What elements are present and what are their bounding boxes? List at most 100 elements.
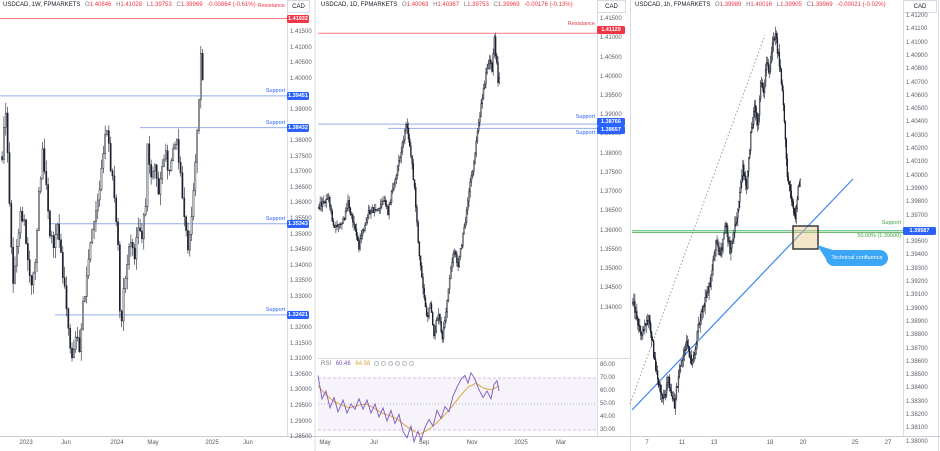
candle-body [464, 222, 467, 228]
price-tick-label: 1.40200 [906, 146, 928, 152]
candle-body [702, 306, 704, 313]
high-value: 1.40367 [437, 2, 460, 8]
candle-body [126, 264, 129, 279]
close-value: 1.39969 [810, 2, 833, 8]
candle-body [183, 197, 186, 217]
candle-body [318, 206, 320, 209]
candle-body [416, 206, 418, 223]
price-level-badge: 1.38657 [597, 125, 625, 134]
rsi-indicator-header[interactable]: RSI 60.46 64.58 [321, 361, 415, 368]
candle-body [157, 177, 160, 195]
rsi-label: RSI [321, 361, 332, 368]
resistance-label: Resistance [257, 3, 285, 9]
candle-body [656, 369, 658, 372]
candle-body [365, 222, 367, 226]
confluence-highlight-box[interactable] [792, 225, 819, 250]
rsi-dot-icon [402, 361, 408, 366]
candle-body [704, 297, 706, 307]
candle-body [490, 59, 492, 64]
candle-body [712, 259, 714, 271]
price-tick-label: 1.32000 [290, 325, 312, 331]
candle-body [787, 176, 789, 182]
time-tick-label: May [147, 440, 159, 446]
candle-body [428, 307, 430, 318]
candle-body [400, 151, 402, 158]
support-label: Support [575, 130, 595, 136]
candle-body [91, 229, 94, 243]
candle-body [117, 221, 119, 245]
candle-body [338, 223, 341, 225]
candle-body [87, 258, 90, 277]
support-label: Support [265, 88, 285, 94]
candle-body [394, 179, 396, 185]
candle-body [644, 323, 646, 331]
rsi-ma-value: 64.58 [355, 361, 371, 368]
candle-body [395, 175, 398, 181]
candle-body [707, 291, 709, 294]
price-tick-label: 1.36000 [290, 200, 312, 207]
candle-body [333, 224, 336, 228]
price-scale-weekly[interactable]: CAD 1.41500 1.41000 1.40500 1.40000 1.39000 1… [287, 0, 313, 451]
candle-body [67, 308, 70, 329]
price-scale-hourly[interactable]: CAD 1.41200 1.41100 1.41000 1.40900 1.40800 1… [903, 0, 940, 451]
trendline-dotted[interactable] [629, 34, 766, 405]
candle-body [645, 323, 647, 326]
candle-body [775, 33, 778, 39]
price-tick-label: 1.40400 [906, 119, 928, 126]
candle-body [181, 172, 184, 199]
candle-body [756, 117, 759, 126]
candle-body [484, 83, 486, 89]
candle-body [726, 223, 728, 234]
candle-body [124, 278, 127, 289]
candle-body [172, 147, 175, 161]
candle-body [469, 181, 471, 193]
candle-body [104, 134, 106, 154]
candle-body [61, 252, 64, 278]
price-tick-label: 1.29500 [290, 402, 312, 409]
price-tick-label: 1.39400 [906, 252, 928, 259]
candle-body [435, 320, 438, 332]
candle-body [477, 121, 480, 132]
candle-body [388, 204, 390, 215]
price-tick-label: 1.38700 [906, 345, 928, 352]
candle-body [65, 285, 68, 310]
candle-body [49, 210, 51, 237]
candle-body [799, 179, 801, 186]
candle-body [671, 395, 674, 400]
technical-confluence-callout[interactable]: Technical confluence [826, 250, 888, 266]
price-level-badge: 1.38432 [287, 123, 309, 132]
candle-body [43, 148, 46, 172]
candle-body [683, 350, 686, 356]
candle-body [733, 232, 735, 240]
price-tick-label: 1.41000 [290, 44, 312, 51]
symbol-title: USDCAD, 1W, FPMARKETS [3, 2, 81, 8]
price-tick-label: 1.38500 [600, 131, 622, 138]
candle-body [425, 306, 428, 316]
candle-body [659, 384, 662, 394]
candle-body [677, 376, 680, 388]
candle-body [56, 224, 59, 235]
candle-body [370, 211, 372, 215]
candle-body [133, 247, 136, 260]
candle-body [482, 87, 485, 99]
price-tick-label: 1.40500 [906, 106, 928, 113]
candle-body [429, 303, 431, 309]
candle-body [139, 227, 141, 232]
price-tick-label: 1.36500 [290, 184, 312, 191]
candle-body [319, 202, 321, 209]
candle-body [343, 218, 346, 220]
candle-body [457, 262, 459, 268]
candle-body [698, 323, 700, 325]
candle-body [754, 104, 756, 112]
price-tick-label: 1.40100 [906, 159, 928, 166]
price-scale-daily[interactable]: CAD 1.41500 1.41000 1.40500 1.40000 1.39500 1… [597, 0, 629, 451]
price-tick-label: 70.00 [600, 375, 616, 381]
candle-body [496, 55, 498, 63]
candle-body [684, 349, 687, 351]
candle-body [168, 169, 171, 172]
rsi-band [318, 378, 597, 430]
candle-body [411, 155, 413, 164]
time-scale[interactable] [0, 437, 940, 451]
trendline-ascending[interactable] [631, 178, 854, 411]
symbol-title: USDCAD, 1D, FPMARKETS [321, 2, 398, 8]
